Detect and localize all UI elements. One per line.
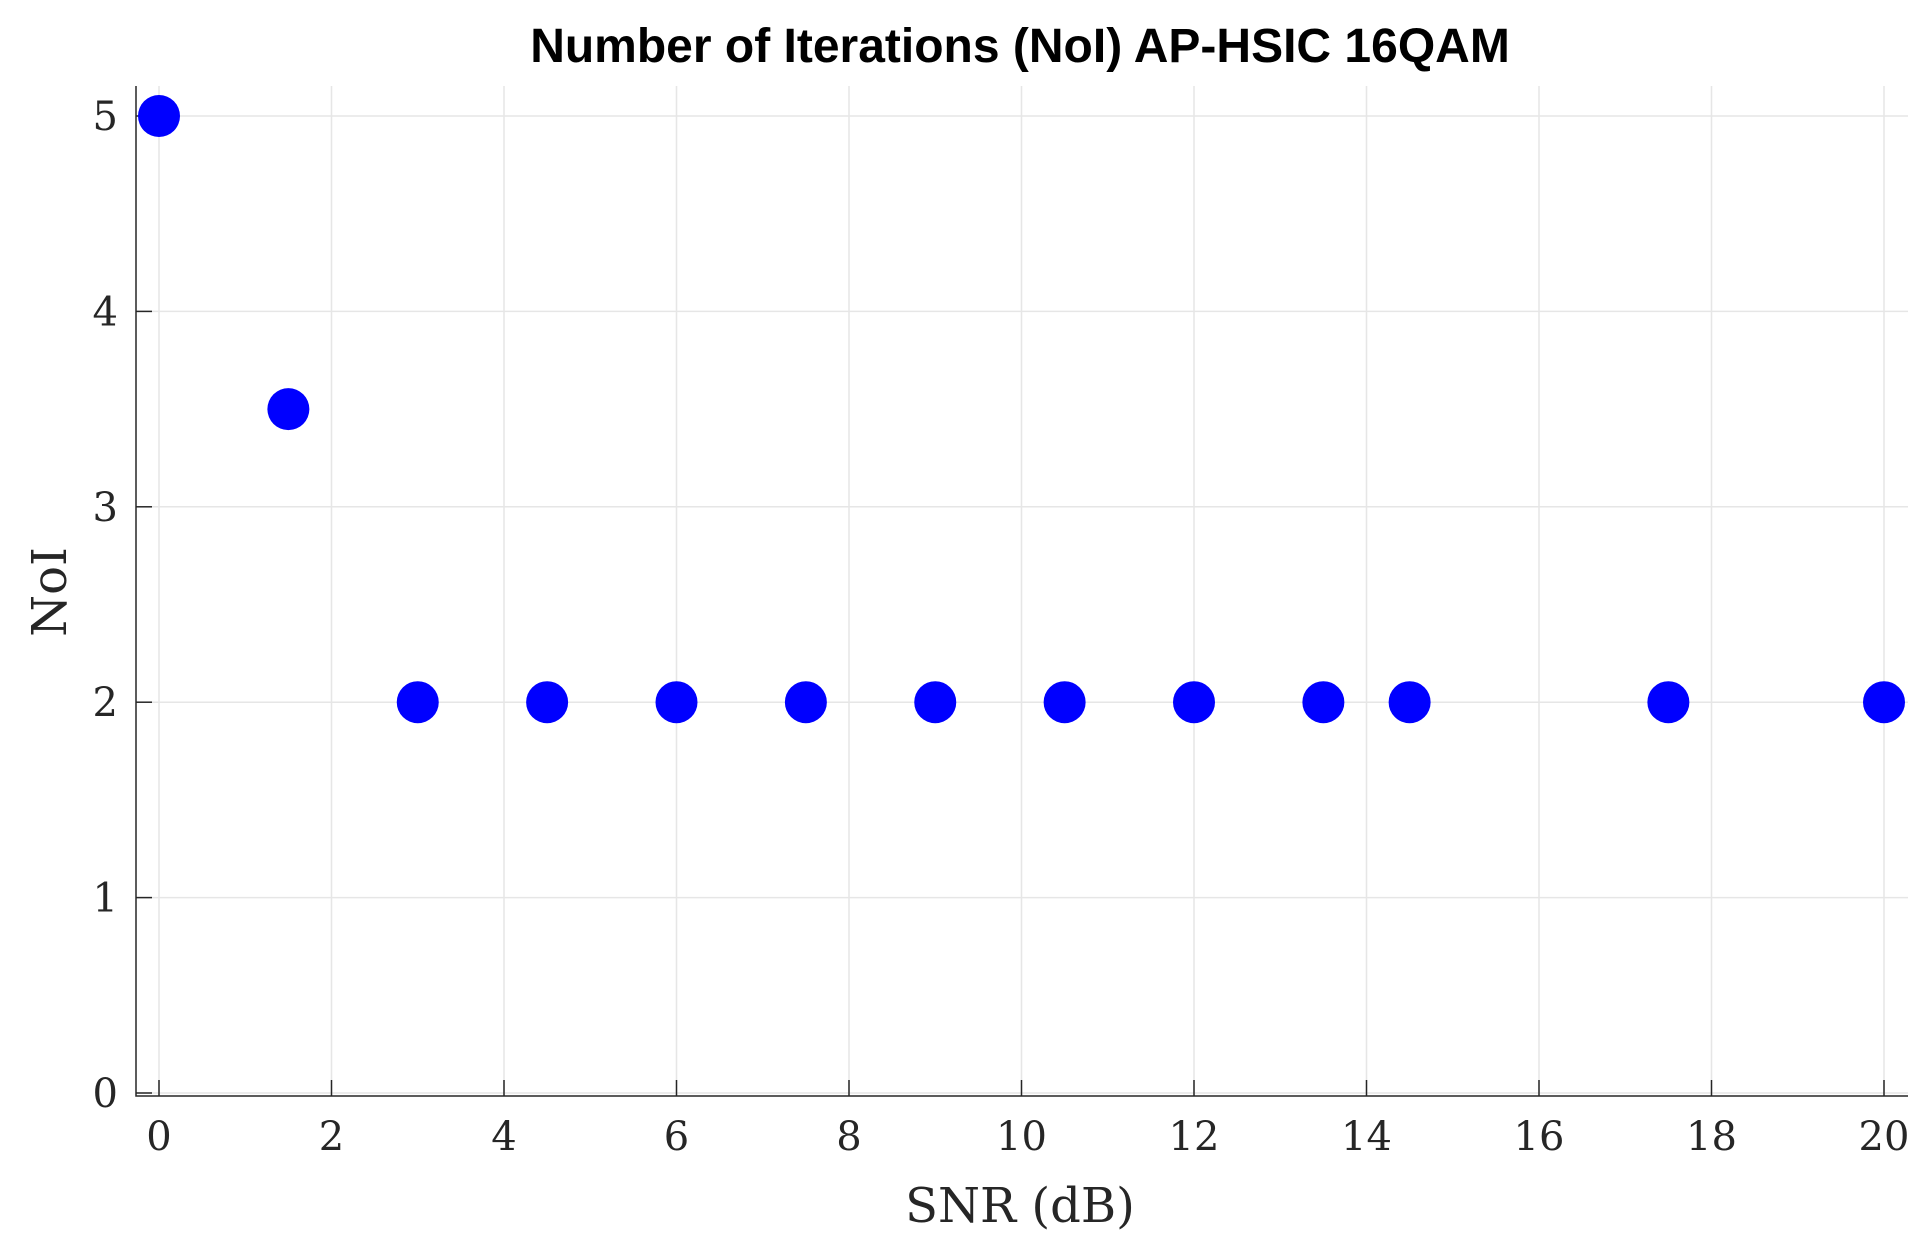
y-tick-label: 3 <box>93 485 118 531</box>
data-point <box>1043 681 1086 724</box>
x-tick-label: 12 <box>1169 1114 1220 1160</box>
axes <box>135 86 1908 1097</box>
chart-title: Number of Iterations (NoI) AP-HSIC 16QAM <box>530 20 1510 73</box>
x-tick-label: 10 <box>996 1114 1047 1160</box>
grid-lines <box>136 86 1908 1096</box>
data-point <box>784 681 827 724</box>
x-tick-label: 18 <box>1686 1114 1737 1160</box>
data-point <box>526 681 569 724</box>
x-axis-label: SNR (dB) <box>905 1178 1135 1234</box>
axis-lines <box>135 86 1908 1097</box>
data-point <box>267 388 310 431</box>
data-points <box>138 95 1905 724</box>
x-tick-label: 6 <box>664 1114 689 1160</box>
y-axis-label: NoI <box>22 547 78 637</box>
data-point <box>138 95 180 137</box>
x-tick-label: 16 <box>1514 1114 1565 1160</box>
x-tick-label: 8 <box>836 1114 861 1160</box>
data-point <box>655 681 698 724</box>
x-tick-label: 20 <box>1859 1114 1910 1160</box>
x-tick-label: 4 <box>491 1114 516 1160</box>
data-point <box>1647 681 1690 724</box>
y-tick-label: 2 <box>93 680 118 726</box>
data-point <box>1388 681 1431 724</box>
y-tick-label: 5 <box>93 94 118 140</box>
data-point <box>1173 681 1215 724</box>
x-tick-label: 0 <box>146 1114 171 1160</box>
y-tick-label: 0 <box>93 1071 118 1117</box>
x-tick-label: 14 <box>1341 1114 1392 1160</box>
data-point <box>1302 681 1345 724</box>
data-point <box>396 681 439 724</box>
y-tick-label: 1 <box>93 876 118 922</box>
data-point <box>1863 681 1905 724</box>
x-tick-label: 2 <box>319 1114 344 1160</box>
data-point <box>914 681 957 724</box>
y-tick-label: 4 <box>93 289 118 335</box>
